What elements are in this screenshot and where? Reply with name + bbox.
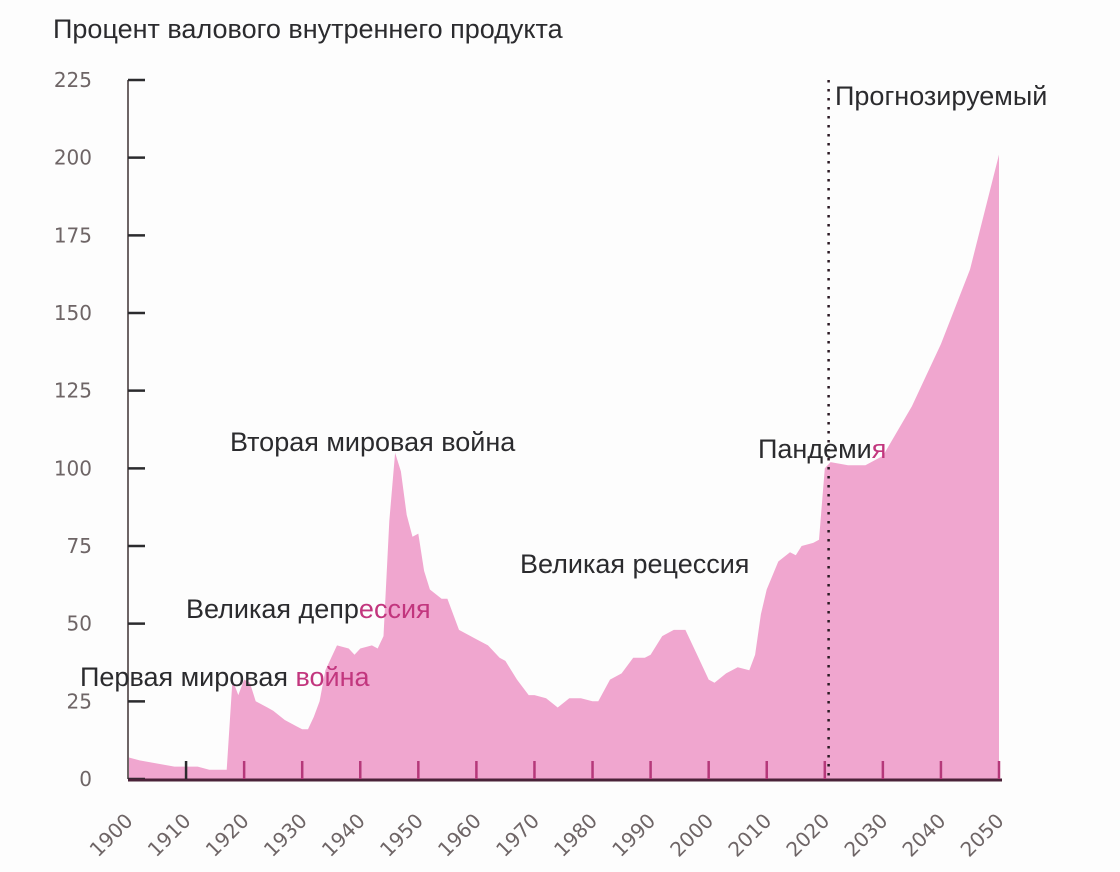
annotations: Первая мировая война Великая депрессия Вто… [80,81,1047,692]
y-tick-label: 100 [54,456,92,480]
debt-area-series [128,154,999,780]
annotation-label: Пандемия [758,434,886,464]
annotation-label: Великая рецессия [520,549,749,579]
annotation-label: Прогнозируемый [835,81,1047,111]
y-tick-label: 150 [54,301,92,325]
x-tick-label: 2030 [839,809,892,862]
area-fill [128,154,999,780]
x-tick-label: 1980 [549,809,602,862]
annotation-label: Вторая мировая война [230,427,516,457]
x-tick-label: 2020 [781,809,834,862]
x-tick-label: 1960 [433,809,486,862]
y-tick-label: 50 [67,612,92,636]
annotation-label: Первая мировая война [80,662,371,692]
y-tick-label: 125 [54,379,92,403]
x-tick-label: 1910 [143,809,196,862]
y-tick-label: 175 [54,223,92,247]
x-tick-label: 2040 [898,809,951,862]
x-tick-label: 1990 [607,809,660,862]
x-tick-label: 1970 [491,809,544,862]
y-tick-label: 25 [67,689,92,713]
y-tick-label: 0 [79,767,92,791]
x-tick-label: 2000 [665,809,718,862]
annotation-label: Великая депрессия [186,594,431,624]
x-tick-label: 1950 [375,809,428,862]
chart-title: Процент валового внутреннего продукта [53,14,563,44]
x-tick-label: 1920 [201,809,254,862]
x-tick-label: 1940 [317,809,370,862]
y-tick-label: 225 [54,68,92,92]
x-tick-label: 2010 [723,809,776,862]
x-tick-label: 1930 [259,809,312,862]
y-tick-label: 75 [67,534,92,558]
x-tick-label: 2050 [956,809,1009,862]
y-tick-label: 200 [54,146,92,170]
x-tick-label: 1900 [85,809,138,862]
